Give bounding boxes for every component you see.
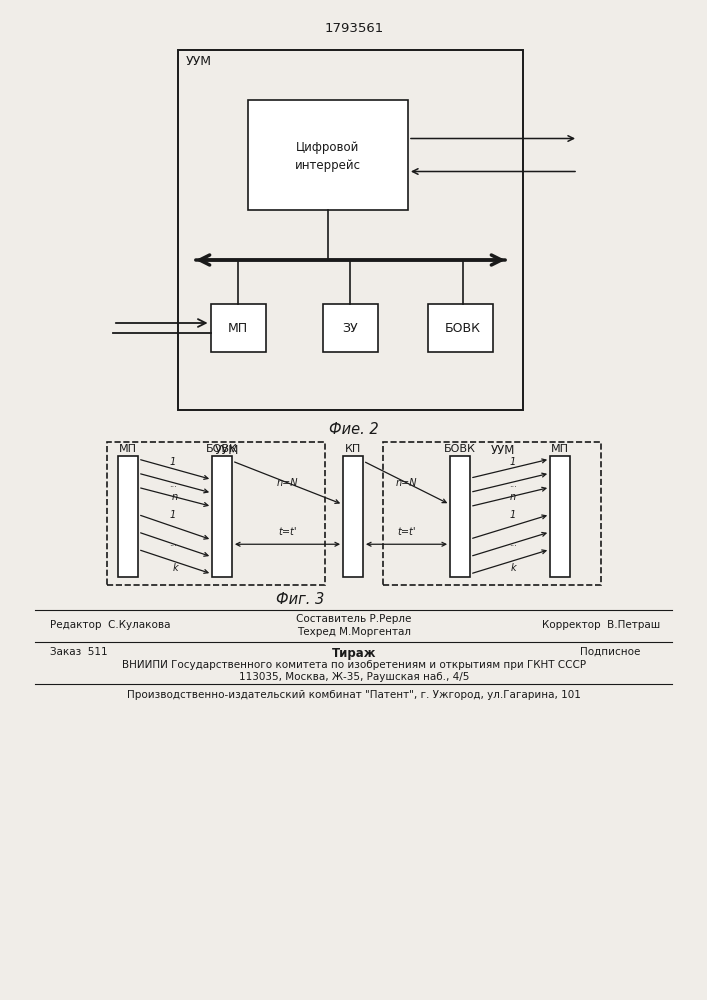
Text: ...: ... (169, 480, 177, 489)
Bar (248, 100, 408, 210)
Text: УУМ: УУМ (491, 444, 515, 457)
Text: Подписное: Подписное (580, 647, 641, 657)
Text: n=N: n=N (276, 478, 298, 488)
Text: УУМ: УУМ (215, 444, 239, 457)
Text: t=t': t=t' (279, 527, 297, 537)
Text: КП: КП (345, 444, 361, 454)
Text: 113035, Москва, Ж-35, Раушская наб., 4/5: 113035, Москва, Ж-35, Раушская наб., 4/5 (239, 672, 469, 682)
Text: ...: ... (169, 539, 177, 548)
Text: Заказ  511: Заказ 511 (50, 647, 107, 657)
Bar (428, 304, 493, 352)
Text: 1: 1 (170, 457, 176, 467)
Text: 1: 1 (510, 510, 516, 520)
Text: Цифровой: Цифровой (296, 140, 360, 153)
Text: БОВК: БОВК (206, 444, 238, 454)
Text: Техред М.Моргентал: Техред М.Моргентал (297, 627, 411, 637)
Text: Фиг. 3: Фиг. 3 (276, 592, 324, 607)
Bar (212, 456, 232, 577)
Text: Составитель Р.Рерле: Составитель Р.Рерле (296, 614, 411, 624)
Bar (211, 304, 266, 352)
Text: МП: МП (119, 444, 137, 454)
Text: n: n (510, 492, 516, 502)
Text: ...: ... (509, 480, 517, 489)
Text: МП: МП (228, 322, 248, 334)
Text: k: k (173, 563, 178, 573)
Text: 1793561: 1793561 (325, 22, 384, 35)
Text: интеррейс: интеррейс (295, 158, 361, 172)
Text: БОВК: БОВК (444, 444, 476, 454)
Text: t=t': t=t' (397, 527, 416, 537)
Bar (107, 442, 325, 585)
Text: k: k (510, 563, 516, 573)
Text: МП: МП (551, 444, 569, 454)
Text: ...: ... (509, 539, 517, 548)
Text: Тираж: Тираж (332, 647, 376, 660)
Bar (550, 456, 570, 577)
Text: 1: 1 (170, 510, 176, 520)
Text: Производственно-издательский комбинат "Патент", г. Ужгород, ул.Гагарина, 101: Производственно-издательский комбинат "П… (127, 690, 581, 700)
Text: БОВК: БОВК (445, 322, 481, 334)
Text: n: n (172, 492, 178, 502)
Bar (178, 50, 523, 410)
Bar (450, 456, 470, 577)
Bar (383, 442, 601, 585)
Bar (322, 304, 378, 352)
Text: ЗУ: ЗУ (342, 322, 358, 334)
Text: УУМ: УУМ (186, 55, 212, 68)
Text: Корректор  В.Петраш: Корректор В.Петраш (542, 620, 660, 630)
Text: Фие. 2: Фие. 2 (329, 422, 379, 437)
Text: n=N: n=N (396, 478, 417, 488)
Text: ВНИИПИ Государственного комитета по изобретениям и открытиям при ГКНТ СССР: ВНИИПИ Государственного комитета по изоб… (122, 660, 586, 670)
Text: Редактор  С.Кулакова: Редактор С.Кулакова (50, 620, 170, 630)
Bar (118, 456, 138, 577)
Text: 1: 1 (510, 457, 516, 467)
Bar (343, 456, 363, 577)
